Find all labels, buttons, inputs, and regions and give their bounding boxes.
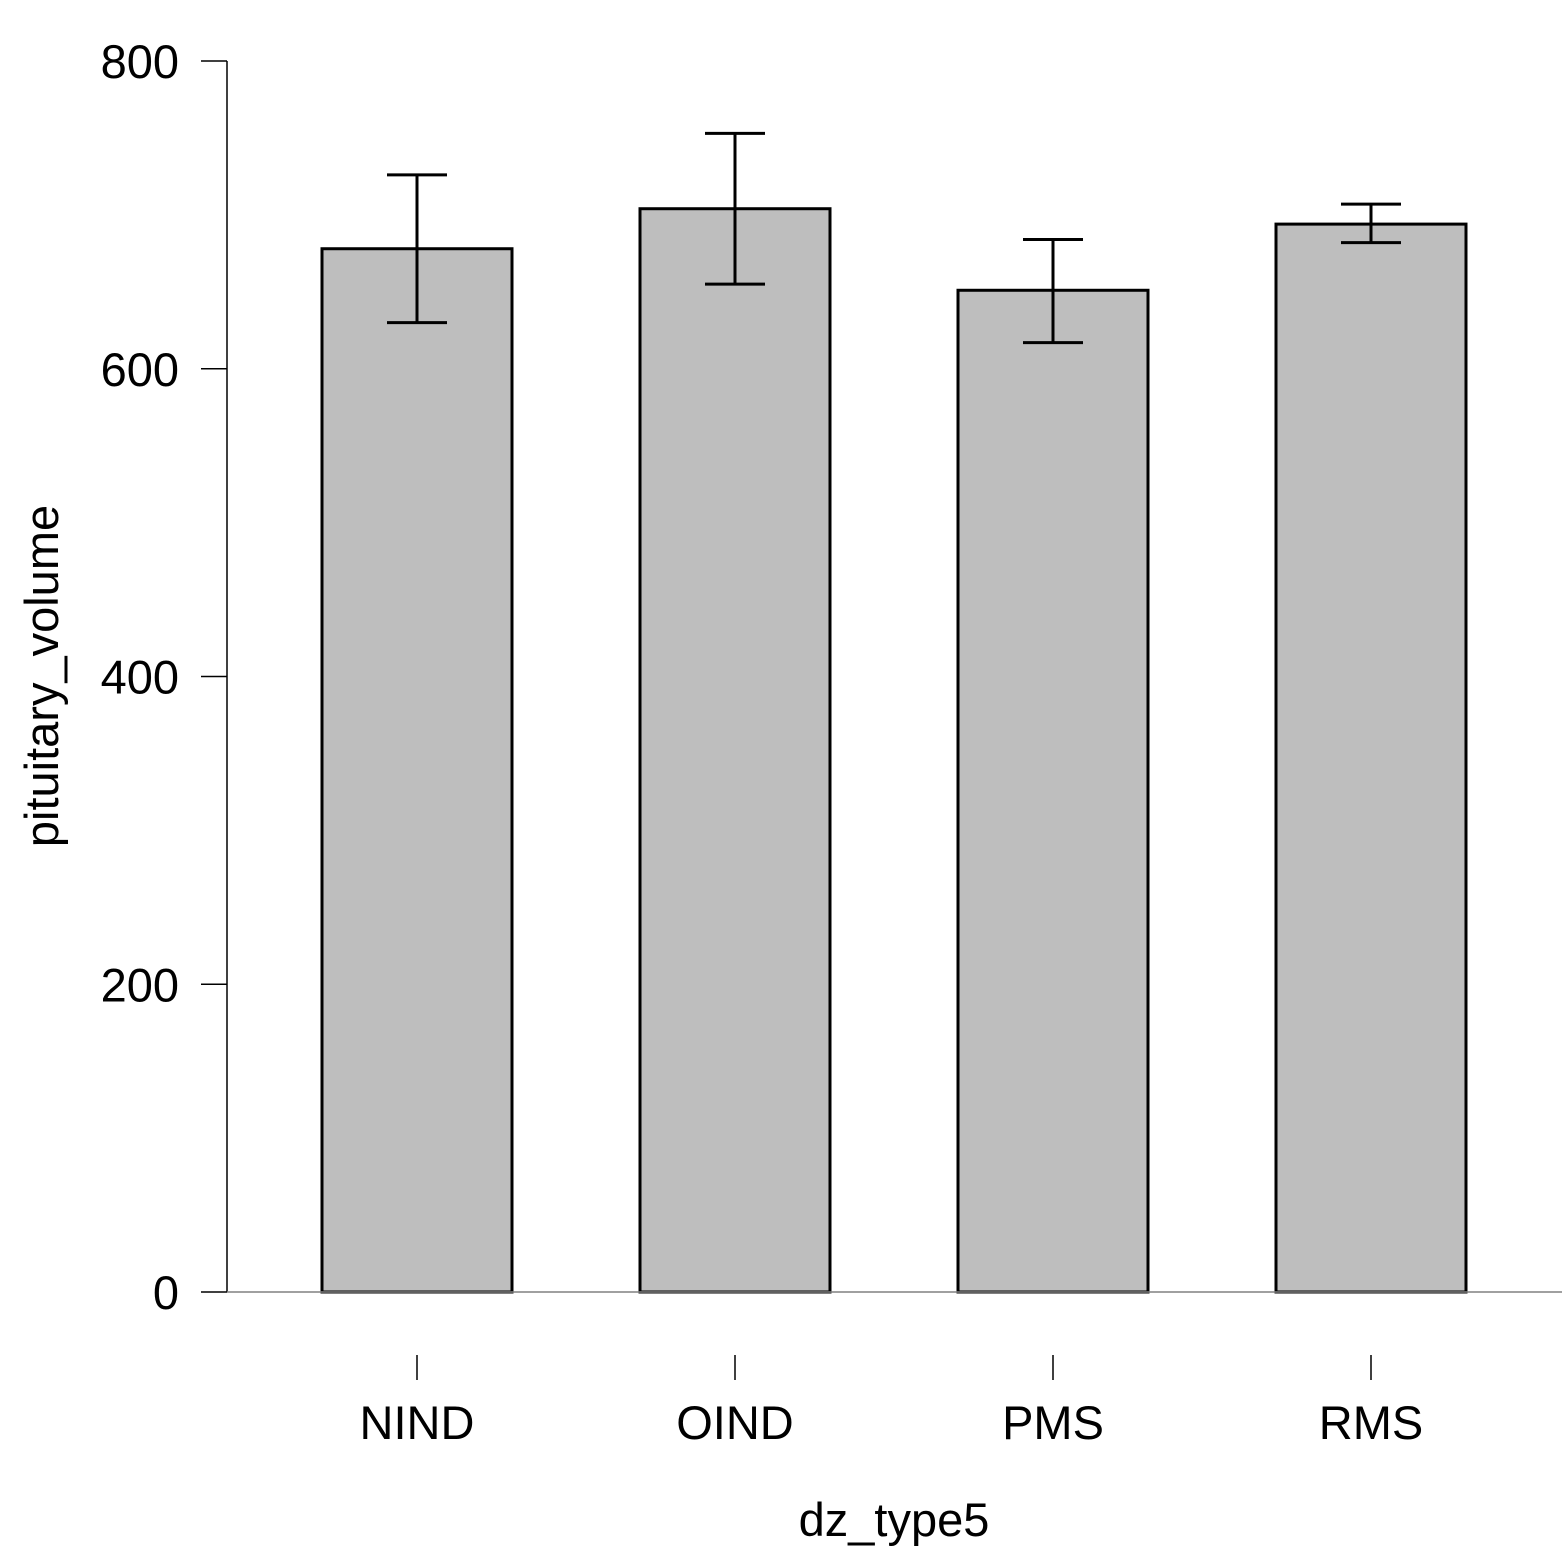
y-tick-label-400: 400 (101, 651, 179, 704)
x-tick-label-PMS: PMS (1002, 1396, 1104, 1449)
x-axis: NIND OIND PMS RMS (360, 1355, 1423, 1449)
y-axis-title: pituitary_volume (15, 505, 68, 847)
y-tick-label-200: 200 (101, 958, 179, 1011)
y-tick-label-800: 800 (101, 35, 179, 88)
error-bar-PMS (1023, 237, 1083, 345)
bar-NIND (320, 247, 514, 1294)
bar-group (227, 207, 1562, 1294)
x-tick-label-OIND: OIND (676, 1396, 794, 1449)
y-tick-label-0: 0 (153, 1266, 179, 1319)
error-bar-group (387, 131, 1401, 345)
bar-OIND (638, 207, 832, 1294)
y-axis: 0 200 400 600 800 (101, 35, 228, 1319)
error-bar-OIND (705, 131, 765, 286)
y-tick-label-600: 600 (101, 343, 179, 396)
bar-RMS (1274, 222, 1468, 1294)
x-tick-label-NIND: NIND (360, 1396, 475, 1449)
bar-PMS (956, 288, 1150, 1294)
x-axis-title: dz_type5 (799, 1493, 990, 1546)
error-bar-RMS (1341, 202, 1401, 245)
x-tick-label-RMS: RMS (1319, 1396, 1423, 1449)
error-bar-NIND (387, 173, 447, 325)
